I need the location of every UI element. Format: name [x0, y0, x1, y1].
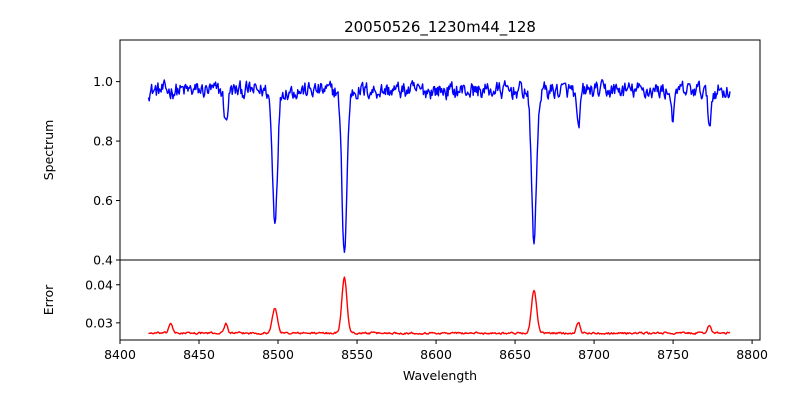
- error-y-tick-label: 0.04: [85, 277, 113, 292]
- x-tick-label: 8400: [104, 347, 136, 362]
- error-panel: 0.03 0.04 8400 8450 8500 8550 8600 8650 8700 8750…: [85, 259, 768, 362]
- error-y-tick-label: 0.03: [85, 315, 113, 330]
- spectrum-y-tick-label: 0.6: [93, 193, 113, 208]
- x-tick-label: 8600: [420, 347, 452, 362]
- error-y-axis-label: Error: [41, 284, 56, 315]
- spectrum-panel: 0.4 0.6 0.8 1.0: [93, 39, 761, 268]
- spectrum-series-line: [147, 78, 731, 253]
- error-axes-frame: [119, 259, 761, 341]
- spectrum-y-tick-label: 0.8: [93, 134, 113, 149]
- x-tick-label: 8650: [499, 347, 531, 362]
- chart-title: 20050526_1230m44_128: [344, 18, 536, 37]
- x-tick-label: 8700: [578, 347, 610, 362]
- spectrum-y-axis-label: Spectrum: [41, 120, 56, 181]
- x-axis-label: Wavelength: [403, 368, 477, 383]
- x-tick-label: 8550: [341, 347, 373, 362]
- error-series-line: [148, 276, 731, 336]
- x-tick-label: 8500: [262, 347, 294, 362]
- spectrum-y-tick-label: 0.4: [93, 253, 113, 268]
- x-tick-label: 8450: [183, 347, 215, 362]
- x-tick-label: 8800: [736, 347, 768, 362]
- x-tick-label: 8750: [657, 347, 689, 362]
- spectrum-y-tick-label: 1.0: [93, 74, 113, 89]
